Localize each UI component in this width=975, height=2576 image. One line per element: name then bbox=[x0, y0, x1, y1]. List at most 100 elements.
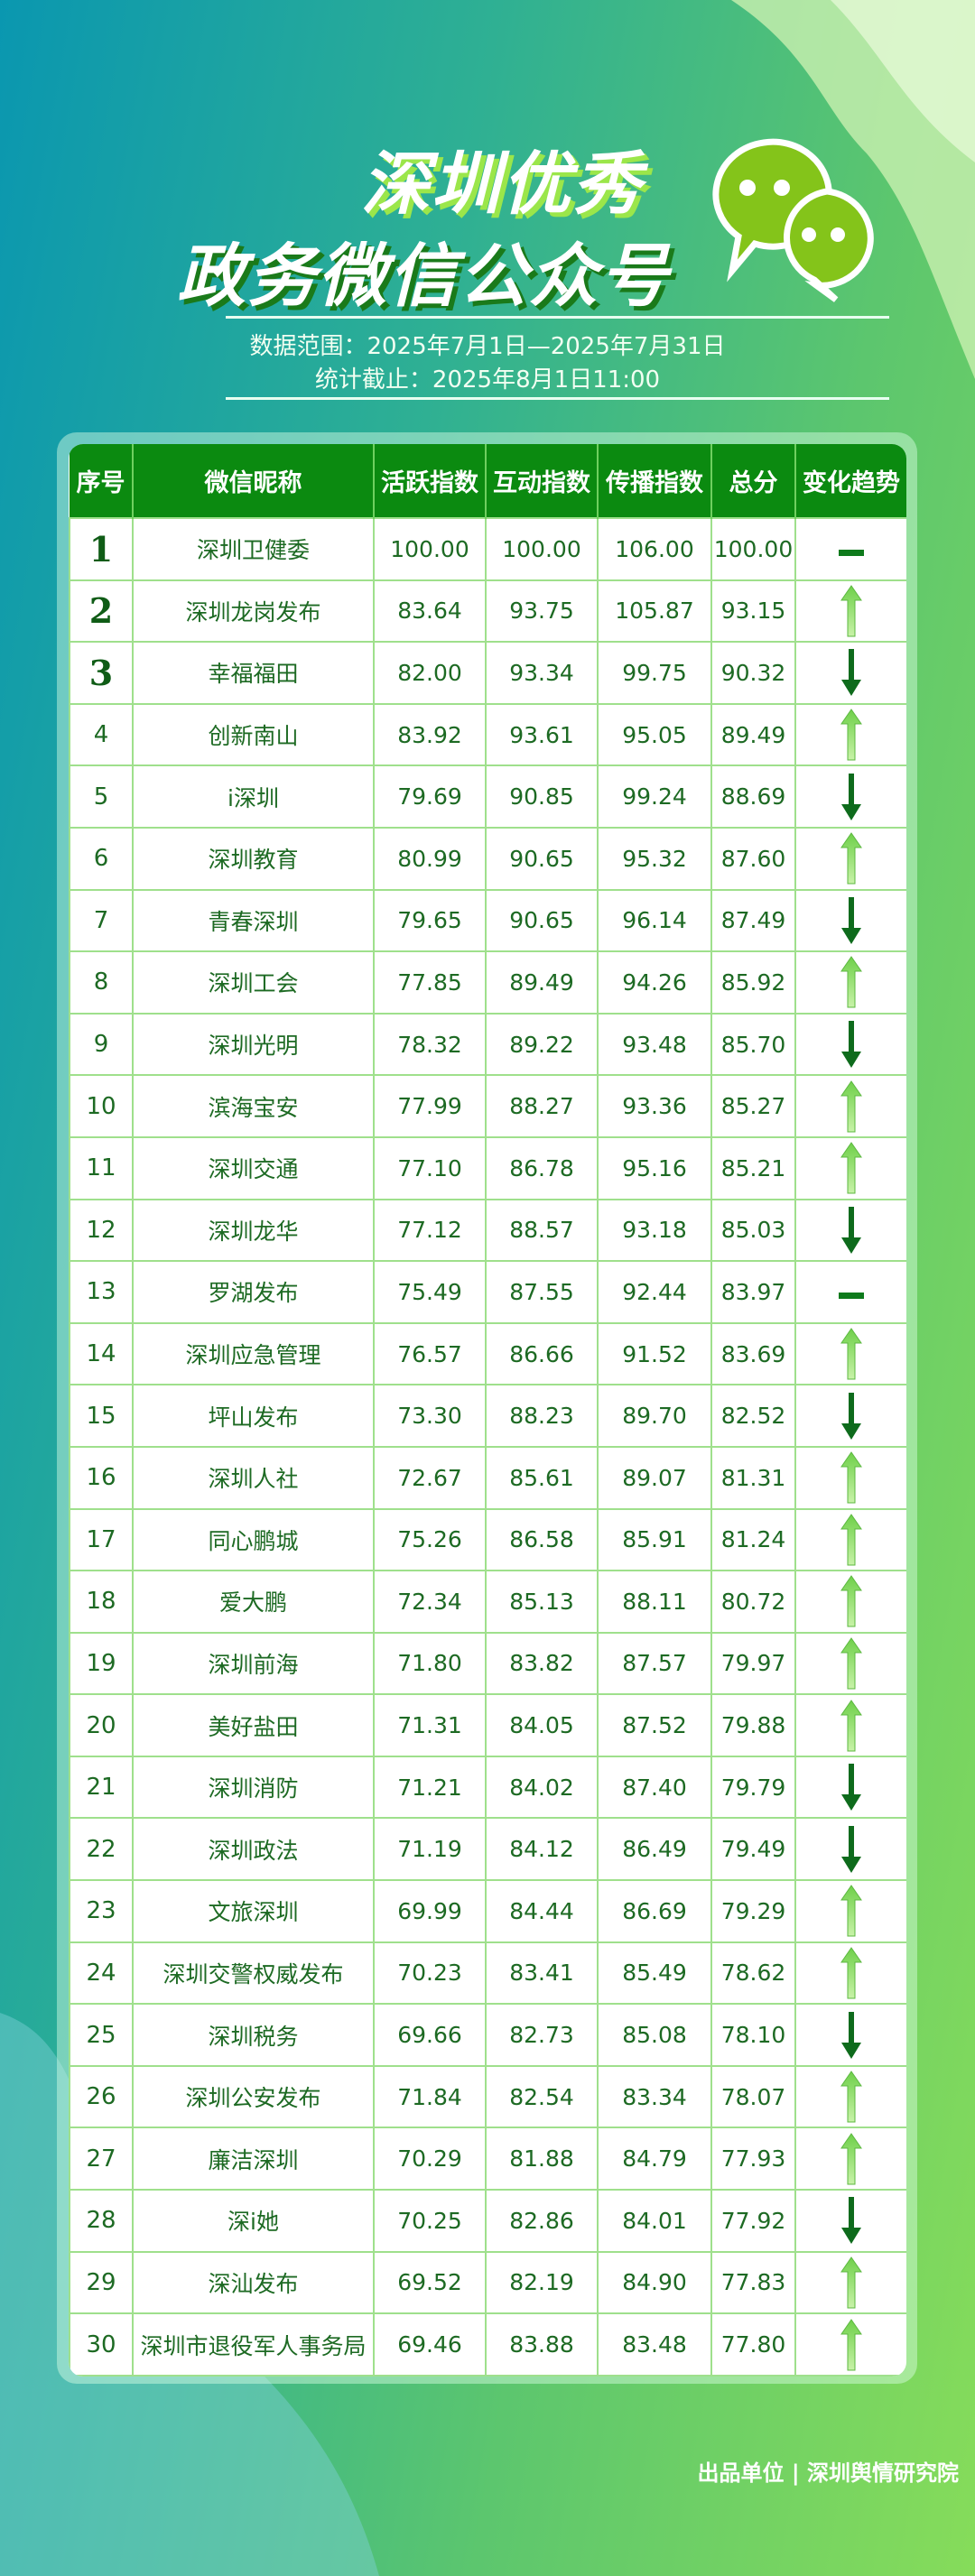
dash-icon bbox=[839, 536, 864, 562]
arrow-down-icon bbox=[840, 1021, 862, 1069]
trend-cell bbox=[794, 1693, 906, 1757]
arrow-up-icon bbox=[840, 2256, 862, 2309]
col-name-cell: 深圳龙华 bbox=[132, 1198, 375, 1263]
col-name-cell: 同心鹏城 bbox=[132, 1507, 375, 1572]
trend-cell bbox=[794, 888, 906, 953]
col-rank-cell: 14 bbox=[69, 1321, 134, 1386]
arrow-up-icon bbox=[840, 1142, 862, 1194]
table-row: 17 同心鹏城 75.26 86.58 85.91 81.24 bbox=[69, 1507, 906, 1572]
col-rank-cell: 27 bbox=[69, 2127, 134, 2191]
col-spread-cell: 88.11 bbox=[597, 1570, 712, 1634]
table-row: 22 深圳政法 71.19 84.12 86.49 79.49 bbox=[69, 1817, 906, 1882]
arrow-up-icon bbox=[840, 2071, 862, 2123]
col-total-cell: 93.15 bbox=[710, 579, 796, 644]
col-total-cell: 78.10 bbox=[710, 2003, 796, 2067]
table-row: 25 深圳税务 69.66 82.73 85.08 78.10 bbox=[69, 2003, 906, 2067]
col-name-cell: 幸福福田 bbox=[132, 641, 375, 705]
trend-cell bbox=[794, 1817, 906, 1882]
col-spread-cell: 106.00 bbox=[597, 517, 712, 581]
col-spread-cell: 95.32 bbox=[597, 826, 712, 891]
col-name-cell: 滨海宝安 bbox=[132, 1074, 375, 1138]
col-name-cell: 深圳政法 bbox=[132, 1817, 375, 1882]
arrow-up-icon bbox=[840, 2318, 862, 2371]
col-interaction-cell: 82.19 bbox=[485, 2250, 599, 2315]
col-interaction-cell: 84.12 bbox=[485, 1817, 599, 1882]
trend-cell bbox=[794, 826, 906, 891]
trend-cell bbox=[794, 1135, 906, 1200]
trend-cell bbox=[794, 1445, 906, 1510]
trend-cell bbox=[794, 1941, 906, 2006]
col-total-cell: 77.80 bbox=[710, 2312, 796, 2377]
col-activity-cell: 69.66 bbox=[373, 2003, 487, 2067]
trend-cell bbox=[794, 2189, 906, 2253]
divider-bottom bbox=[226, 397, 889, 400]
col-name-cell: 深圳市退役军人事务局 bbox=[132, 2312, 375, 2377]
col-rank-cell: 30 bbox=[69, 2312, 134, 2377]
col-name-cell: 深圳人社 bbox=[132, 1445, 375, 1510]
trend-cell bbox=[794, 579, 906, 644]
col-total-cell: 79.29 bbox=[710, 1879, 796, 1943]
arrow-up-icon bbox=[840, 1080, 862, 1133]
col-rank-cell: 4 bbox=[69, 702, 134, 767]
table-row: 20 美好盐田 71.31 84.05 87.52 79.88 bbox=[69, 1693, 906, 1757]
col-spread-cell: 87.40 bbox=[597, 1755, 712, 1820]
col-total-cell: 78.07 bbox=[710, 2064, 796, 2129]
col-spread-cell: 85.08 bbox=[597, 2003, 712, 2067]
col-total-cell: 90.32 bbox=[710, 641, 796, 705]
col-rank-cell: 10 bbox=[69, 1074, 134, 1138]
col-name-cell: 深汕发布 bbox=[132, 2250, 375, 2315]
trend-cell bbox=[794, 2064, 906, 2129]
col-total-cell: 79.79 bbox=[710, 1755, 796, 1820]
col-activity-cell: 76.57 bbox=[373, 1321, 487, 1386]
table-row: 8 深圳工会 77.85 89.49 94.26 85.92 bbox=[69, 950, 906, 1015]
col-interaction-cell: 85.61 bbox=[485, 1445, 599, 1510]
date-range: 数据范围：2025年7月1日—2025年7月31日 bbox=[249, 333, 726, 360]
col-interaction-cell: 83.88 bbox=[485, 2312, 599, 2377]
col-total-cell: 85.92 bbox=[710, 950, 796, 1015]
trend-cell bbox=[794, 1012, 906, 1077]
arrow-up-icon bbox=[840, 1575, 862, 1627]
col-spread-cell: 85.49 bbox=[597, 1941, 712, 2006]
trend-cell bbox=[794, 1631, 906, 1696]
col-interaction-cell: 87.55 bbox=[485, 1260, 599, 1324]
col-interaction-cell: 100.00 bbox=[485, 517, 599, 581]
col-name-cell: 深圳公安发布 bbox=[132, 2064, 375, 2129]
col-name-cell: 深圳教育 bbox=[132, 826, 375, 891]
col-rank-cell: 12 bbox=[69, 1198, 134, 1263]
col-rank-cell: 9 bbox=[69, 1012, 134, 1077]
trend-cell bbox=[794, 2003, 906, 2067]
col-total-cell: 79.49 bbox=[710, 1817, 796, 1882]
arrow-down-icon bbox=[840, 896, 862, 944]
trend-cell bbox=[794, 517, 906, 581]
col-name-cell: 深圳交警权威发布 bbox=[132, 1941, 375, 2006]
table-row: 27 廉洁深圳 70.29 81.88 84.79 77.93 bbox=[69, 2127, 906, 2191]
col-activity-cell: 73.30 bbox=[373, 1384, 487, 1448]
trend-cell bbox=[794, 1879, 906, 1943]
col-total-cell: 77.83 bbox=[710, 2250, 796, 2315]
col-rank-cell: 22 bbox=[69, 1817, 134, 1882]
dash-icon bbox=[839, 1279, 864, 1305]
col-activity-cell: 82.00 bbox=[373, 641, 487, 705]
col-activity-cell: 79.65 bbox=[373, 888, 487, 953]
arrow-down-icon bbox=[840, 2011, 862, 2059]
col-total-cell: 87.49 bbox=[710, 888, 796, 953]
col-interaction-cell: 88.27 bbox=[485, 1074, 599, 1138]
trend-cell bbox=[794, 1198, 906, 1263]
col-interaction-cell: 82.73 bbox=[485, 2003, 599, 2067]
arrow-up-icon bbox=[840, 1637, 862, 1690]
arrow-down-icon bbox=[840, 1764, 862, 1812]
table-row: 9 深圳光明 78.32 89.22 93.48 85.70 bbox=[69, 1012, 906, 1077]
header-col-rank: 序号 bbox=[70, 444, 134, 518]
arrow-up-icon bbox=[840, 709, 862, 761]
col-interaction-cell: 82.54 bbox=[485, 2064, 599, 2129]
col-activity-cell: 77.85 bbox=[373, 950, 487, 1015]
col-rank-cell: 3 bbox=[69, 641, 134, 705]
col-name-cell: 青春深圳 bbox=[132, 888, 375, 953]
trend-cell bbox=[794, 2312, 906, 2377]
col-activity-cell: 100.00 bbox=[373, 517, 487, 581]
col-activity-cell: 83.92 bbox=[373, 702, 487, 767]
col-activity-cell: 72.34 bbox=[373, 1570, 487, 1634]
col-total-cell: 77.92 bbox=[710, 2189, 796, 2253]
col-interaction-cell: 83.41 bbox=[485, 1941, 599, 2006]
col-total-cell: 87.60 bbox=[710, 826, 796, 891]
